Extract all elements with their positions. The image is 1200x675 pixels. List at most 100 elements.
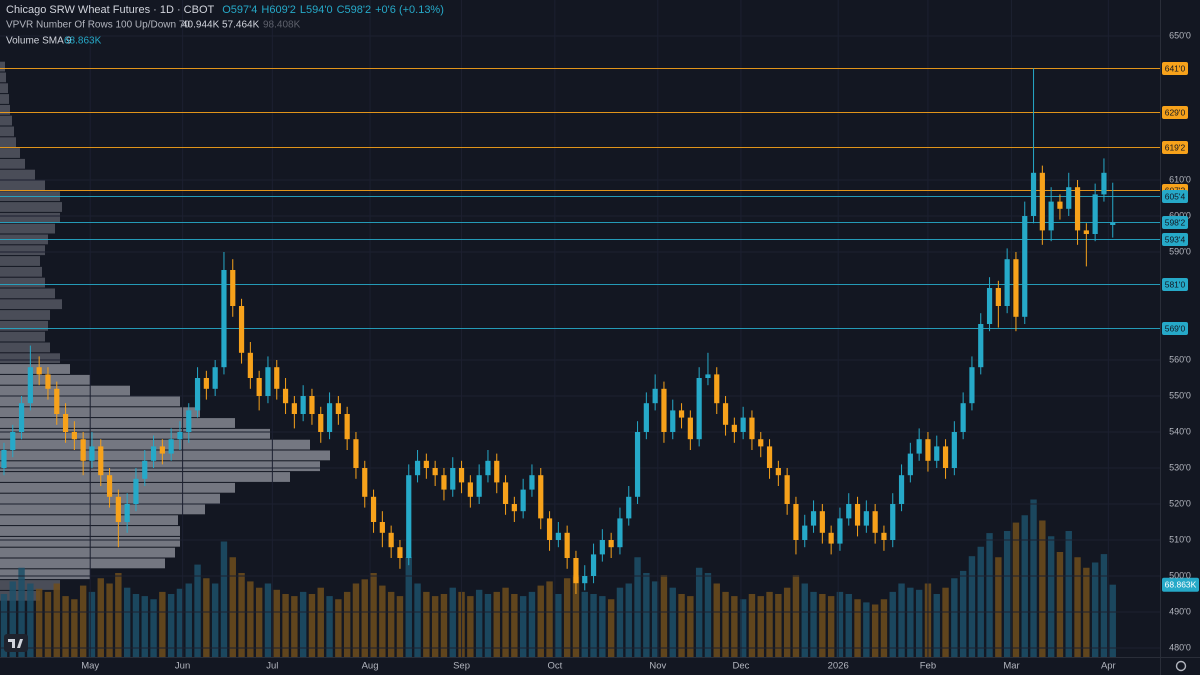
candle-body bbox=[432, 468, 438, 476]
candle-body bbox=[766, 446, 773, 468]
volume-bar bbox=[467, 596, 474, 657]
settings-button[interactable] bbox=[1175, 660, 1187, 672]
volume-bar bbox=[211, 583, 219, 657]
candle-body bbox=[555, 532, 561, 540]
profile-bar bbox=[0, 277, 45, 288]
volume-bar bbox=[898, 583, 905, 657]
candle-body bbox=[714, 374, 720, 404]
candle-body bbox=[203, 378, 209, 389]
volume-bar bbox=[308, 594, 316, 657]
candles bbox=[1, 68, 1116, 594]
candle-body bbox=[934, 446, 940, 461]
profile-bar bbox=[0, 418, 235, 428]
candle-body bbox=[898, 475, 905, 504]
candle-body bbox=[1013, 259, 1019, 317]
logo-bg[interactable] bbox=[4, 634, 28, 652]
y-tick-label: 560'0 bbox=[1169, 354, 1191, 364]
volume-bar bbox=[405, 557, 412, 657]
ohlc-open: O597'4 bbox=[222, 4, 257, 16]
volume-bar bbox=[1056, 552, 1064, 657]
profile-bar bbox=[0, 288, 55, 299]
profile-bar bbox=[0, 342, 50, 353]
level-label-box bbox=[1162, 106, 1188, 119]
candle-body bbox=[450, 468, 456, 490]
volume-bar bbox=[387, 591, 395, 657]
profile-bar bbox=[0, 256, 40, 266]
volume-bar bbox=[827, 596, 835, 657]
volume-bar bbox=[132, 594, 140, 657]
volume-bar bbox=[889, 591, 896, 657]
volume-bar bbox=[440, 594, 448, 657]
level-label: 598'2 bbox=[1165, 217, 1186, 227]
candle-body bbox=[511, 504, 517, 512]
level-label-box bbox=[1162, 322, 1188, 335]
candle-body bbox=[1092, 194, 1098, 234]
profile-bar bbox=[0, 245, 45, 256]
volume-bar bbox=[792, 575, 800, 657]
volume-bar bbox=[1074, 557, 1081, 657]
volume-bar bbox=[590, 594, 597, 657]
x-tick-label: Jun bbox=[175, 661, 190, 672]
candle-body bbox=[749, 417, 755, 440]
volume-bar bbox=[9, 581, 16, 657]
ohlc-change: +0'6 (+0.13%) bbox=[375, 4, 444, 16]
candle-body bbox=[282, 388, 289, 404]
profile-bar bbox=[0, 223, 55, 234]
candle-body bbox=[731, 424, 737, 432]
profile-bar bbox=[0, 104, 10, 115]
candle-body bbox=[564, 532, 570, 558]
volume-bar bbox=[731, 596, 738, 657]
candle-body bbox=[467, 482, 473, 497]
candle-body bbox=[978, 324, 984, 368]
profile-bar bbox=[0, 569, 90, 580]
candle-body bbox=[969, 367, 975, 404]
volume-bar bbox=[845, 594, 852, 657]
volume-bar bbox=[291, 596, 298, 657]
volume-bar bbox=[71, 599, 78, 657]
candle-body bbox=[538, 475, 544, 519]
volume-bar bbox=[537, 585, 544, 657]
ohlc-low: L594'0 bbox=[300, 4, 333, 16]
candle-body bbox=[520, 489, 526, 512]
profile-bar bbox=[0, 212, 60, 223]
vpvr-total: 98.408K bbox=[263, 20, 301, 31]
volume-bar bbox=[1100, 554, 1108, 657]
candle-body bbox=[1030, 172, 1037, 216]
candle-body bbox=[194, 378, 201, 411]
candle-body bbox=[150, 446, 157, 461]
candle-body bbox=[124, 504, 130, 522]
candle-body bbox=[89, 446, 95, 461]
candle-body bbox=[687, 417, 693, 440]
candle-body bbox=[414, 460, 421, 476]
volume-bar bbox=[643, 573, 650, 657]
level-label: 569'0 bbox=[1165, 323, 1186, 333]
candle-body bbox=[45, 374, 51, 389]
candle-body bbox=[62, 414, 69, 432]
candle-body bbox=[758, 439, 764, 447]
tradingview-logo[interactable] bbox=[4, 634, 28, 652]
gear-icon[interactable] bbox=[1175, 660, 1187, 672]
candle-body bbox=[98, 446, 104, 476]
volume-bar bbox=[273, 589, 280, 657]
candle-body bbox=[1022, 216, 1028, 317]
profile-bar bbox=[0, 374, 90, 385]
volume-bar bbox=[176, 588, 184, 657]
level-label: 593'4 bbox=[1165, 234, 1186, 244]
volume-bar bbox=[194, 564, 201, 657]
volume-bar bbox=[968, 556, 976, 657]
candle-body bbox=[626, 496, 632, 519]
candle-body bbox=[678, 410, 685, 418]
volume-bar bbox=[317, 587, 324, 657]
candle-body bbox=[1004, 259, 1010, 306]
candle-body bbox=[846, 504, 852, 519]
candle-body bbox=[819, 511, 825, 533]
volume-bar bbox=[361, 579, 368, 657]
profile-bar bbox=[0, 558, 165, 569]
candle-body bbox=[10, 432, 16, 450]
ohlc-close: C598'2 bbox=[337, 4, 372, 16]
volume-bar bbox=[0, 594, 8, 657]
level-label-box bbox=[1162, 278, 1188, 291]
volume-bar bbox=[299, 591, 307, 657]
volume-bar bbox=[423, 591, 430, 657]
volume-bar bbox=[555, 594, 562, 657]
